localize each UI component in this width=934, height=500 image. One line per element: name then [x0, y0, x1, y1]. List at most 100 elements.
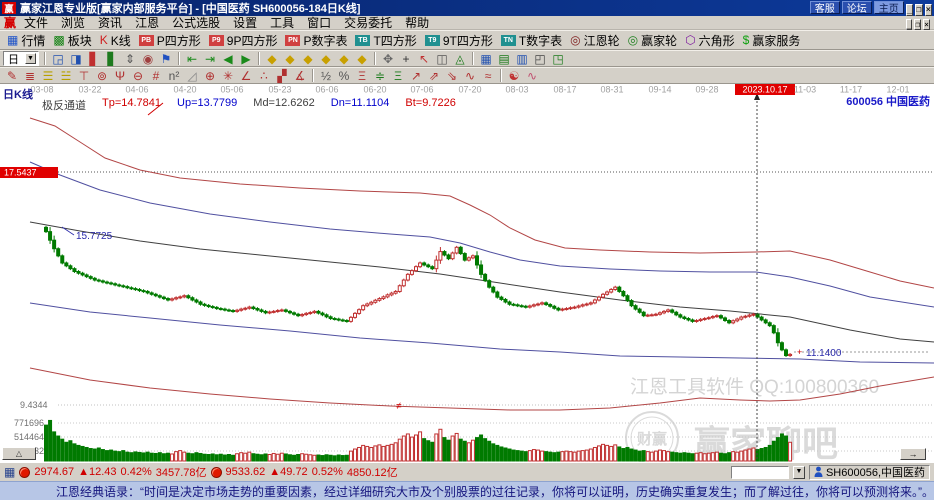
- child-restore-button[interactable]: ❐: [914, 18, 922, 30]
- price-window-icon[interactable]: ▞: [273, 68, 291, 83]
- calculator-icon[interactable]: ▤: [495, 51, 513, 66]
- forum-button[interactable]: 论坛: [841, 1, 872, 15]
- fan-lines-icon[interactable]: ∡: [291, 68, 309, 83]
- pointer-tool-icon[interactable]: ↖: [415, 51, 433, 66]
- zoom-chart-icon[interactable]: ◲: [49, 51, 67, 66]
- angle-line-icon[interactable]: ∠: [237, 68, 255, 83]
- grid2-icon[interactable]: #: [147, 68, 165, 83]
- hand-tool-icon[interactable]: ✥: [379, 51, 397, 66]
- chevron-down-icon[interactable]: ▼: [25, 53, 36, 64]
- toolbar-button-gann-wheel[interactable]: ◎ 江恩轮: [570, 33, 620, 48]
- child-minimize-button[interactable]: _: [905, 18, 913, 30]
- prev-bar-icon[interactable]: ◀: [219, 51, 237, 66]
- wave-tool-icon[interactable]: ∿: [523, 68, 541, 83]
- channel-up-icon[interactable]: ⇗: [425, 68, 443, 83]
- trend-arrow-icon[interactable]: ↗: [407, 68, 425, 83]
- measure-tool-icon[interactable]: ◬: [451, 51, 469, 66]
- save-image-icon[interactable]: ◰: [531, 51, 549, 66]
- toolbar-button-9t-square[interactable]: T9 9T四方形: [421, 32, 497, 48]
- toolbar-button-p-square[interactable]: PB P四方形: [135, 32, 205, 48]
- grid-lines-icon[interactable]: ≣: [21, 68, 39, 83]
- menu-item-formula-stock-pick[interactable]: 公式选股: [172, 16, 221, 30]
- menu-item-settings[interactable]: 设置: [233, 16, 258, 30]
- menu-item-gann[interactable]: 江恩: [135, 16, 160, 30]
- band-tool-icon[interactable]: ◫: [433, 51, 451, 66]
- menu-item-trade-order[interactable]: 交易委托: [344, 16, 393, 30]
- scroll-right-button[interactable]: →: [900, 448, 926, 460]
- crosshair-tool-icon[interactable]: +: [397, 51, 415, 66]
- last-price-label: 11.1400: [806, 348, 842, 359]
- wave3-icon[interactable]: ≈: [479, 68, 497, 83]
- compress-up-icon[interactable]: ◆: [317, 51, 335, 66]
- symbol-input[interactable]: [730, 465, 789, 479]
- golden-band-icon[interactable]: ☰: [39, 68, 57, 83]
- calendar-icon[interactable]: ▦: [477, 51, 495, 66]
- support-icon[interactable]: Ξ: [389, 68, 407, 83]
- info-view-icon[interactable]: ◨: [67, 51, 85, 66]
- expand-vertical-icon[interactable]: ◆: [353, 51, 371, 66]
- expand-horizontal-icon[interactable]: ◆: [299, 51, 317, 66]
- flag-icon[interactable]: ⚑: [157, 51, 175, 66]
- report-icon[interactable]: ▥: [513, 51, 531, 66]
- market-grid-icon[interactable]: ▦: [4, 465, 16, 479]
- percent-icon[interactable]: %: [335, 68, 353, 83]
- toolbar-button-market-quotes[interactable]: ▦ 行情: [7, 33, 46, 48]
- circle-tool-icon[interactable]: ⊖: [129, 68, 147, 83]
- date-tick: 04-20: [173, 85, 196, 95]
- horizontal-line-icon[interactable]: ⊤: [75, 68, 93, 83]
- menu-item-file[interactable]: 文件: [24, 16, 49, 30]
- star-tool-icon[interactable]: ✳: [219, 68, 237, 83]
- channel-down-icon[interactable]: ⇘: [443, 68, 461, 83]
- support-button[interactable]: 客服: [809, 1, 840, 15]
- toolbar-button-t-number-table[interactable]: TN T数字表: [497, 32, 566, 48]
- home-button[interactable]: 主页: [873, 1, 904, 15]
- compress-down-icon[interactable]: ◆: [335, 51, 353, 66]
- axis-toggle-icon[interactable]: ⇕: [121, 51, 139, 66]
- first-bar-icon[interactable]: ⇤: [183, 51, 201, 66]
- toolbar-button-t-square[interactable]: TB T四方形: [351, 32, 420, 48]
- pitchfork-icon[interactable]: Ψ: [111, 68, 129, 83]
- restore-button[interactable]: ❐: [915, 4, 923, 16]
- toolbar-button-kline[interactable]: K K线: [99, 33, 131, 48]
- chart-area[interactable]: 江恩工具软件 QQ:100800360 财赢 赢家聊吧 03-08 03-22 04-06…: [0, 84, 934, 462]
- wave-half-icon[interactable]: ½: [317, 68, 335, 83]
- compress-left-icon[interactable]: ◆: [263, 51, 281, 66]
- balance-icon[interactable]: ≑: [371, 68, 389, 83]
- menu-item-tools[interactable]: 工具: [270, 16, 295, 30]
- next-bar-icon[interactable]: ▶: [237, 51, 255, 66]
- resistance-icon[interactable]: Ξ: [353, 68, 371, 83]
- menu-item-news[interactable]: 资讯: [98, 16, 123, 30]
- toolbar-button-winner-service[interactable]: $ 赢家服务: [742, 33, 801, 48]
- pen-tool-icon[interactable]: ✎: [3, 68, 21, 83]
- svg-text:17.5437: 17.5437: [4, 168, 37, 178]
- kline-up-icon[interactable]: ▋: [85, 51, 103, 66]
- time-cycle-icon[interactable]: ∴: [255, 68, 273, 83]
- triangle-tool-icon[interactable]: ◿: [183, 68, 201, 83]
- taichi-icon[interactable]: ☯: [505, 68, 523, 83]
- toolbar-button-sectors[interactable]: ▩ 板块: [53, 33, 92, 48]
- close-button[interactable]: ×: [924, 4, 932, 16]
- menu-item-help[interactable]: 帮助: [405, 16, 430, 30]
- period-combo[interactable]: 日 ▼: [3, 51, 39, 66]
- n-square-icon[interactable]: n²: [165, 68, 183, 83]
- toolbar-button-p-number-table[interactable]: PN P数字表: [281, 32, 351, 48]
- kline-down-icon[interactable]: ▋: [103, 51, 121, 66]
- last-bar-icon[interactable]: ⇥: [201, 51, 219, 66]
- percent-band-icon[interactable]: ☱: [57, 68, 75, 83]
- toolbar-button-hexagon[interactable]: ⬡ 六角形: [685, 33, 735, 48]
- zigzag-icon[interactable]: ∿: [461, 68, 479, 83]
- menu-item-window[interactable]: 窗口: [307, 16, 332, 30]
- symbol-dropdown-icon[interactable]: ▼: [792, 465, 805, 479]
- ex-rights-icon[interactable]: ◉: [139, 51, 157, 66]
- spiral-icon[interactable]: ⊚: [93, 68, 111, 83]
- gann-circle-icon[interactable]: ⊕: [201, 68, 219, 83]
- minimize-button[interactable]: _: [905, 4, 914, 16]
- toolbar-button-9p-square[interactable]: P9 9P四方形: [205, 32, 282, 48]
- volume-pane-toggle-button[interactable]: △: [2, 447, 36, 460]
- menu-item-browse[interactable]: 浏览: [61, 16, 86, 30]
- child-close-button[interactable]: ×: [923, 18, 930, 30]
- compress-right-icon[interactable]: ◆: [281, 51, 299, 66]
- toolbar-button-winner-wheel[interactable]: ◎ 赢家轮: [627, 33, 678, 48]
- export-icon[interactable]: ◳: [549, 51, 567, 66]
